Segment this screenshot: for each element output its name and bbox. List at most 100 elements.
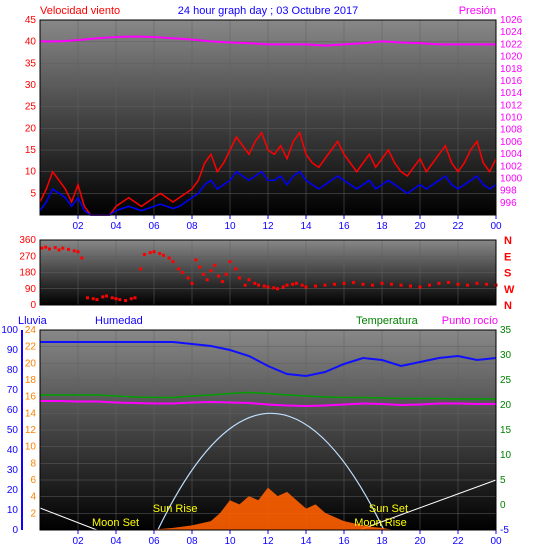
wind-axis-tick: 15: [25, 145, 37, 156]
dir-point: [213, 264, 216, 267]
wind-axis-tick: 25: [25, 102, 37, 113]
temp-axis-tick: 15: [500, 425, 512, 436]
temp-axis-tick: 0: [500, 500, 506, 511]
x-tick: 02: [72, 536, 84, 547]
x-tick: 16: [338, 536, 350, 547]
x-tick: 18: [376, 221, 388, 232]
wind-axis-tick: 5: [30, 188, 36, 199]
dir-point: [291, 283, 294, 286]
inner-axis-tick: 16: [25, 392, 37, 403]
dir-axis-tick: 180: [19, 268, 36, 279]
dir-point: [362, 283, 365, 286]
dir-point: [77, 250, 80, 253]
dir-point: [202, 273, 205, 276]
dir-axis-tick: 270: [19, 251, 36, 262]
rain-axis-tick: 40: [7, 445, 19, 456]
x-tick: 04: [110, 536, 122, 547]
dir-point: [73, 249, 76, 252]
dir-point: [272, 286, 275, 289]
x-tick: 22: [452, 536, 464, 547]
compass-label: E: [504, 251, 511, 263]
rain-axis-tick: 50: [7, 425, 19, 436]
x-tick: 14: [300, 221, 312, 232]
dir-point: [466, 284, 469, 287]
dir-point: [217, 275, 220, 278]
dir-point: [257, 284, 260, 287]
inner-axis-tick: 20: [25, 358, 37, 369]
compass-label: N: [504, 300, 512, 312]
temp-axis-tick: 5: [500, 475, 506, 486]
dir-point: [187, 276, 190, 279]
moon-set-label: Moon Set: [92, 517, 139, 529]
dir-point: [400, 284, 403, 287]
dir-point: [234, 267, 237, 270]
dir-point: [263, 285, 266, 288]
wind-axis-tick: 45: [25, 15, 37, 26]
inner-axis-tick: 10: [25, 442, 37, 453]
dir-point: [324, 284, 327, 287]
dir-point: [438, 282, 441, 285]
rain-label: Lluvia: [18, 315, 48, 327]
dir-point: [333, 283, 336, 286]
dir-point: [253, 282, 256, 285]
panel-temp-humidity: 0102030405060708090100246810121416182022…: [1, 315, 511, 547]
rain-axis-tick: 20: [7, 485, 19, 496]
dir-point: [181, 271, 184, 274]
dir-point: [476, 282, 479, 285]
pressure-axis-tick: 1024: [500, 27, 523, 38]
x-tick: 02: [72, 221, 84, 232]
dir-point: [101, 295, 104, 298]
rain-axis-tick: 70: [7, 385, 19, 396]
x-tick: 22: [452, 221, 464, 232]
inner-axis-tick: 18: [25, 375, 37, 386]
temp-axis-tick: 20: [500, 400, 512, 411]
rain-axis-tick: 60: [7, 405, 19, 416]
inner-axis-tick: 22: [25, 342, 37, 353]
pressure-axis-tick: 1000: [500, 173, 523, 184]
x-tick: 06: [148, 536, 160, 547]
wind-axis-tick: 40: [25, 37, 37, 48]
dir-point: [282, 285, 285, 288]
x-tick: 10: [224, 536, 236, 547]
dir-point: [276, 287, 279, 290]
rain-axis-tick: 30: [7, 465, 19, 476]
compass-label: N: [504, 235, 512, 247]
temperature-label: Temperatura: [356, 315, 419, 327]
moon-rise-label: Moon Rise: [354, 517, 407, 529]
pressure-axis-tick: 1022: [500, 39, 523, 50]
rain-axis-tick: 100: [1, 325, 18, 336]
dir-point: [105, 294, 108, 297]
dir-point: [48, 248, 51, 251]
pressure-axis-tick: 1012: [500, 100, 523, 111]
panel-wind-dir: 090180270360NWSEN: [19, 235, 515, 312]
pressure-axis-tick: 1008: [500, 125, 523, 136]
dir-point: [124, 299, 127, 302]
pressure-axis-tick: 1016: [500, 76, 523, 87]
pressure-axis-tick: 1004: [500, 149, 523, 160]
pressure-axis-tick: 1026: [500, 15, 523, 26]
dir-point: [381, 282, 384, 285]
dir-point: [206, 278, 209, 281]
inner-axis-tick: 2: [30, 508, 36, 519]
dir-point: [457, 283, 460, 286]
dir-point: [149, 251, 152, 254]
rain-axis-tick: 0: [12, 525, 18, 536]
panel-wind-pressure: 5101520253035404599699810001002100410061…: [25, 5, 523, 232]
x-tick: 00: [490, 536, 502, 547]
dir-point: [428, 284, 431, 287]
temp-axis-tick: 30: [500, 350, 512, 361]
dir-point: [115, 297, 118, 300]
dir-point: [130, 297, 133, 300]
dir-axis-tick: 90: [25, 284, 37, 295]
dir-point: [485, 283, 488, 286]
dir-axis-tick: 0: [30, 300, 36, 311]
humidity-label: Humedad: [95, 315, 143, 327]
x-tick: 14: [300, 536, 312, 547]
x-tick: 20: [414, 536, 426, 547]
dir-point: [44, 246, 47, 249]
dir-point: [61, 247, 64, 250]
dir-point: [92, 297, 95, 300]
dir-point: [191, 282, 194, 285]
x-tick: 08: [186, 536, 198, 547]
dir-point: [210, 269, 213, 272]
